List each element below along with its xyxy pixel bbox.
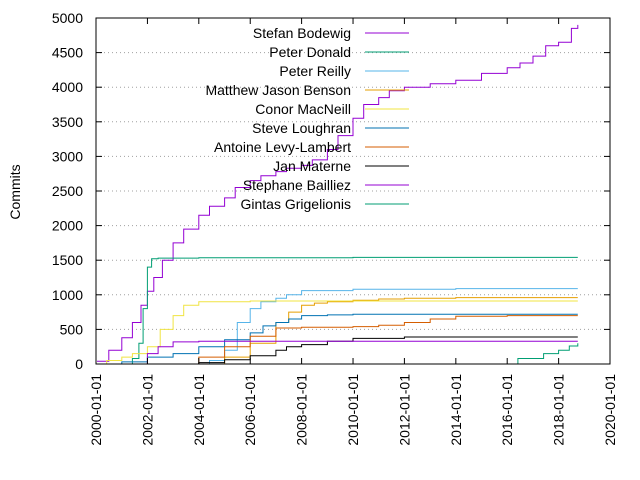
legend-label-5: Steve Loughran xyxy=(252,120,351,136)
x-tick-label: 2000-01-01 xyxy=(88,374,104,446)
y-tick-label: 3000 xyxy=(52,148,83,164)
x-axis-ticks: 2000-01-01 2002-01-01 2004-01-01 2006-01-01… xyxy=(88,18,618,446)
series-line-0 xyxy=(97,24,579,362)
y-tick-label: 2500 xyxy=(52,183,83,199)
y-tick-label: 2000 xyxy=(52,218,83,234)
x-tick-label: 2012-01-01 xyxy=(396,374,412,446)
x-tick-label: 2020-01-01 xyxy=(602,374,618,446)
x-tick-label: 2004-01-01 xyxy=(191,374,207,446)
series-line-1 xyxy=(115,256,578,365)
y-axis-label: Commits xyxy=(7,164,23,219)
grid-lines xyxy=(96,52,610,330)
legend-label-9: Gintas Grigelionis xyxy=(241,196,352,212)
legend-label-4: Conor MacNeill xyxy=(255,101,351,117)
series-line-2 xyxy=(183,288,578,365)
y-tick-label: 4000 xyxy=(52,79,83,95)
x-tick-label: 2002-01-01 xyxy=(139,374,155,446)
y-tick-label: 0 xyxy=(75,356,83,372)
x-tick-label: 2006-01-01 xyxy=(242,374,258,446)
legend-label-6: Antoine Levy-Lambert xyxy=(214,139,351,155)
series-line-7 xyxy=(173,336,578,365)
legend-label-8: Stephane Bailliez xyxy=(243,177,351,193)
y-tick-label: 1000 xyxy=(52,287,83,303)
legend-label-0: Stefan Bodewig xyxy=(253,25,351,41)
legend: Stefan Bodewig Peter Donald Peter Reilly Ma… xyxy=(205,25,409,212)
series-line-5 xyxy=(106,313,578,365)
legend-label-3: Matthew Jason Benson xyxy=(205,82,351,98)
y-axis-ticks: 0 500 1000 1500 2000 2500 3000 3500 4000 4500 5000 xyxy=(52,10,610,372)
series-lines xyxy=(97,24,579,365)
y-tick-label: 4500 xyxy=(52,45,83,61)
legend-label-2: Peter Reilly xyxy=(279,63,351,79)
series-line-4 xyxy=(97,300,578,365)
y-tick-label: 5000 xyxy=(52,10,83,26)
x-tick-label: 2010-01-01 xyxy=(345,374,361,446)
x-tick-label: 2018-01-01 xyxy=(551,374,567,446)
x-tick-label: 2008-01-01 xyxy=(294,374,310,446)
x-tick-label: 2016-01-01 xyxy=(499,374,515,446)
y-tick-label: 500 xyxy=(60,321,84,337)
y-tick-label: 3500 xyxy=(52,114,83,130)
y-tick-label: 1500 xyxy=(52,252,83,268)
series-line-6 xyxy=(183,315,578,365)
series-line-3 xyxy=(209,297,578,365)
series-line-9 xyxy=(492,343,579,365)
legend-label-1: Peter Donald xyxy=(269,44,351,60)
x-tick-label: 2014-01-01 xyxy=(448,374,464,446)
legend-label-7: Jan Materne xyxy=(273,158,351,174)
